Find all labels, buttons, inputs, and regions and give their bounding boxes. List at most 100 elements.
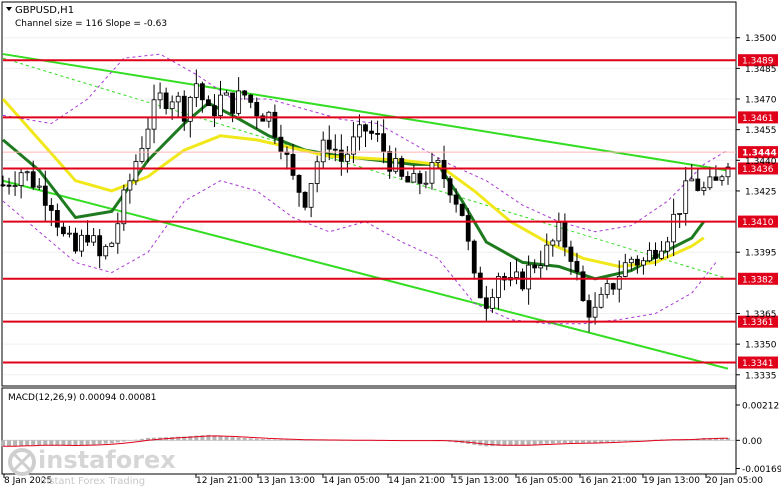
candle-body	[689, 178, 695, 182]
candle-body	[375, 133, 380, 135]
candle-body	[435, 159, 441, 163]
y-tick-label: 1.3455	[745, 126, 777, 136]
candle-body	[218, 94, 223, 117]
macd-signal-line	[3, 435, 729, 447]
candle-body	[610, 283, 616, 290]
candle-body	[109, 242, 115, 247]
watermark-tagline: Instant Forex Trading	[40, 476, 145, 487]
candle-body	[538, 265, 544, 269]
x-tick-label: 14 Jan 21:00	[388, 476, 445, 486]
current-price-label: 1.3444	[742, 149, 777, 159]
x-tick-label: 13 Jan 13:00	[258, 476, 315, 486]
candle-body	[677, 212, 683, 215]
macd-pane-frame	[1, 387, 737, 475]
candle-body	[363, 124, 368, 132]
candle-body	[417, 173, 423, 184]
candle-body	[423, 182, 429, 185]
x-tick-label: 16 Jan 21:00	[580, 476, 637, 486]
x-tick-label: 19 Jan 13:00	[643, 476, 700, 486]
macd-tick-label: 0.00212	[742, 402, 779, 412]
candle-body	[187, 96, 193, 122]
candle-body	[24, 171, 30, 174]
candle-body	[103, 246, 109, 257]
candle-body	[278, 136, 284, 153]
candle-body	[707, 176, 713, 189]
candle-body	[544, 244, 550, 267]
candle-body	[713, 176, 719, 181]
candle-body	[496, 276, 501, 298]
candle-body	[429, 162, 435, 184]
logo-x-icon	[12, 452, 32, 472]
candle-body	[127, 180, 133, 191]
candle-body	[580, 271, 586, 301]
candle-body	[387, 151, 393, 172]
level-label: 1.3461	[742, 114, 774, 124]
level-label-bg	[738, 111, 778, 124]
y-tick-label: 1.3500	[745, 34, 777, 44]
level-label: 1.3436	[742, 165, 774, 175]
candle-body	[628, 258, 634, 264]
candle-body	[290, 154, 296, 176]
candle-body	[121, 189, 127, 225]
candle-body	[6, 184, 12, 187]
candle-body	[169, 101, 175, 110]
candle-body	[320, 139, 326, 163]
y-tick-label: 1.3425	[745, 187, 777, 197]
x-tick-label: 12 Jan 21:00	[196, 476, 253, 486]
candle-body	[641, 260, 646, 266]
candle-body	[332, 148, 338, 151]
candle-body	[163, 92, 169, 110]
candle-body	[296, 175, 302, 193]
candle-body	[224, 92, 229, 96]
candle-body	[453, 194, 459, 205]
candle-body	[236, 90, 242, 114]
candle-body	[242, 90, 248, 96]
candle-body	[701, 187, 707, 191]
channel-line-upper	[2, 53, 729, 172]
candle-body	[441, 159, 447, 180]
candle-body	[326, 139, 332, 150]
candle-body	[369, 130, 374, 134]
candle-body	[465, 215, 471, 242]
candle-body	[36, 185, 42, 188]
candle-body	[260, 115, 266, 122]
candle-body	[489, 297, 495, 309]
channel-indicator-label: Channel size = 116 Slope = -0.63	[15, 19, 167, 29]
macd-label: MACD(12,26,9) 0.00094 0.00081	[8, 393, 157, 403]
candle-body	[622, 262, 628, 277]
candle-body	[151, 99, 157, 130]
candle-body	[30, 171, 36, 188]
candle-body	[634, 258, 640, 266]
lower-band-line	[2, 180, 717, 325]
support-resistance-levels: 1.34891.34611.34361.34101.33821.33611.33…	[3, 54, 778, 369]
x-tick-label: 15 Jan 13:00	[452, 476, 509, 486]
candle-body	[393, 158, 399, 172]
dropdown-arrow-icon[interactable]	[6, 7, 12, 11]
candle-body	[399, 158, 405, 177]
y-tick-label: 1.3440	[745, 157, 777, 167]
candle-body	[344, 153, 350, 162]
candle-body	[139, 147, 145, 162]
level-label-bg	[738, 356, 778, 369]
candle-body	[586, 300, 592, 318]
candle-body	[97, 235, 103, 257]
candle-body	[725, 166, 731, 178]
candle-body	[477, 272, 483, 299]
x-tick-label: 16 Jan 05:00	[516, 476, 573, 486]
candle-body	[175, 95, 181, 103]
candle-body	[48, 204, 54, 211]
y-tick-label: 1.3335	[745, 371, 777, 381]
macd-tick-label: -0.00169	[742, 465, 781, 475]
candle-body	[308, 183, 314, 208]
logo-circle-icon	[8, 448, 36, 476]
candle-body	[411, 173, 417, 183]
level-label-bg	[738, 315, 778, 328]
candle-body	[616, 276, 622, 290]
candle-body	[18, 172, 24, 187]
current-price-bg	[738, 146, 778, 159]
y-tick-label: 1.3365	[745, 310, 777, 320]
symbol-label: GBPUSD,H1	[15, 5, 74, 16]
candle-body	[338, 149, 344, 162]
candle-body	[671, 213, 677, 243]
candle-body	[67, 232, 72, 235]
